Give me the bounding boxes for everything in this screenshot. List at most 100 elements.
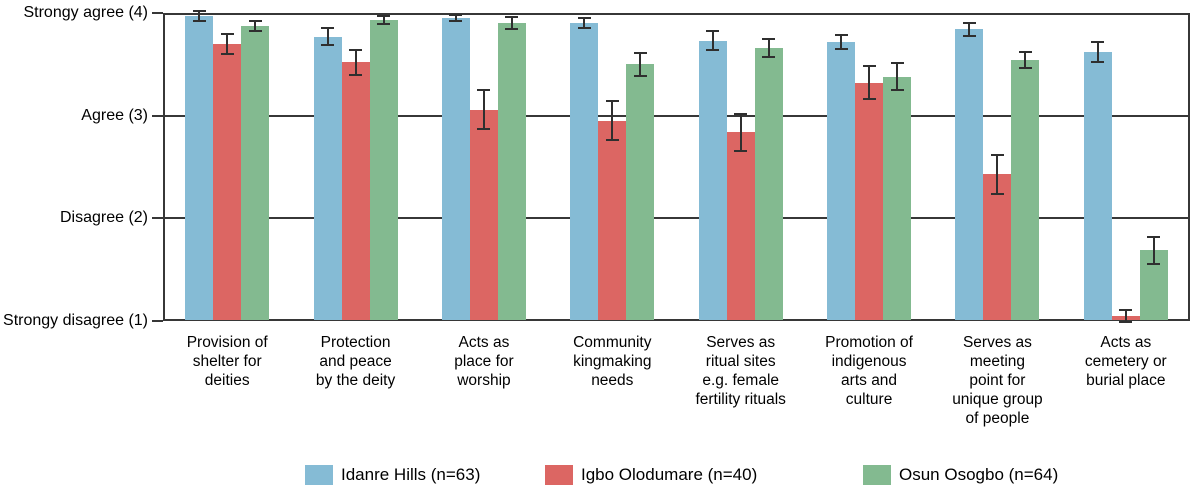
x-label-line: burial place — [1086, 372, 1166, 389]
error-bar-cap-top — [605, 100, 619, 103]
x-axis-category-label: Acts as cemetery or burial place — [1051, 333, 1200, 390]
bar-igbo-cat2 — [341, 62, 370, 320]
error-bar-line — [1152, 235, 1155, 265]
error-bar-cap-bottom — [962, 34, 976, 37]
error-bar-line — [739, 112, 742, 152]
error-bar-cap-bottom — [477, 128, 491, 131]
error-bar — [890, 62, 904, 91]
legend-swatch — [545, 465, 573, 485]
error-bar-cap-bottom — [734, 149, 748, 152]
bar-igbo-cat3 — [469, 109, 498, 320]
x-label-line: and peace — [319, 353, 392, 370]
error-bar-cap-bottom — [834, 47, 848, 50]
legend-label: Igbo Olodumare (n=40) — [581, 465, 758, 484]
error-bar-cap-top — [862, 65, 876, 68]
error-bar-cap-top — [734, 112, 748, 115]
x-axis-category-label: Protection and peace by the deity — [281, 333, 431, 390]
error-bar-cap-bottom — [577, 27, 591, 30]
error-bar-cap-bottom — [449, 20, 463, 23]
x-label-line: Protection — [320, 334, 391, 351]
y-axis-tick — [152, 114, 163, 117]
error-bar-cap-top — [192, 9, 206, 12]
error-bar-line — [868, 65, 871, 101]
x-label-line: kingmaking — [573, 353, 652, 370]
error-bar-cap-bottom — [1091, 61, 1105, 64]
x-label-line: arts and — [841, 372, 898, 389]
error-bar-line — [454, 14, 457, 23]
y-axis-tick — [152, 320, 163, 322]
error-bar-line — [968, 22, 971, 37]
bar-idanre-cat3 — [441, 18, 470, 320]
y-axis-tick — [152, 12, 163, 14]
error-bar — [734, 112, 748, 152]
error-bar-cap-bottom — [192, 20, 206, 23]
error-bar-cap-bottom — [1147, 262, 1161, 265]
error-bar-cap-bottom — [990, 192, 1004, 195]
legend-label: Osun Osogbo (n=64) — [899, 465, 1059, 484]
error-bar-line — [482, 88, 485, 131]
bar-idanre-cat6 — [827, 41, 856, 320]
error-bar-cap-bottom — [349, 73, 363, 76]
error-bar — [248, 20, 262, 33]
error-bar — [449, 14, 463, 23]
error-bar — [220, 32, 234, 56]
error-bar-cap-top — [377, 15, 391, 18]
error-bar-cap-bottom — [862, 98, 876, 101]
error-bar-cap-top — [248, 20, 262, 23]
error-bar — [577, 17, 591, 30]
x-label-line: e.g. female — [702, 372, 780, 389]
error-bar — [962, 22, 976, 37]
error-bar-line — [996, 153, 999, 195]
error-bar — [477, 88, 491, 131]
x-axis-category-label: Acts as place for worship — [409, 333, 559, 390]
error-bar-line — [1024, 50, 1027, 70]
error-bar-line — [254, 20, 257, 33]
bar-idanre-cat2 — [313, 36, 342, 320]
y-axis-tick-label: Strongy disagree (1) — [3, 312, 148, 329]
x-label-line: Community — [573, 334, 652, 351]
error-bar — [1147, 235, 1161, 265]
error-bar-cap-top — [321, 27, 335, 30]
error-bar — [862, 65, 876, 101]
x-axis-category-label: Provision of shelter for deities — [152, 333, 302, 390]
error-bar-line — [382, 15, 385, 26]
bar-idanre-cat1 — [185, 16, 214, 320]
x-axis-category-label: Promotion of indigenous arts and culture — [794, 333, 944, 409]
error-bar — [834, 33, 848, 50]
error-bar — [633, 52, 647, 77]
error-bar-line — [1096, 40, 1099, 64]
error-bar-cap-bottom — [890, 89, 904, 91]
error-bar-cap-top — [1147, 235, 1161, 238]
legend-label: Idanre Hills (n=63) — [341, 465, 481, 484]
x-label-line: ritual sites — [705, 353, 776, 370]
bar-osun-cat4 — [626, 64, 655, 320]
error-bar — [377, 15, 391, 26]
y-axis-tick-label: Agree (3) — [81, 106, 148, 124]
error-bar-line — [510, 16, 513, 31]
x-label-line: meeting — [969, 353, 1026, 370]
x-label-line: unique group — [952, 391, 1043, 408]
error-bar-cap-top — [962, 22, 976, 25]
error-bar-cap-top — [220, 32, 234, 35]
bar-igbo-cat1 — [213, 43, 242, 320]
bar-igbo-cat6 — [855, 82, 884, 320]
error-bar-line — [1124, 308, 1127, 324]
bar-idanre-cat5 — [698, 40, 727, 320]
bar-osun-cat6 — [883, 76, 912, 320]
error-bar-cap-bottom — [1119, 321, 1133, 324]
y-axis-tick-label: Strongy agree (4) — [23, 4, 148, 21]
error-bar-line — [767, 37, 770, 59]
bar-osun-cat2 — [369, 20, 398, 320]
bar-igbo-cat4 — [598, 120, 627, 320]
error-bar-cap-top — [577, 17, 591, 20]
error-bar-cap-bottom — [706, 48, 720, 51]
legend-swatch — [305, 465, 333, 485]
x-label-line: worship — [457, 372, 511, 389]
x-label-line: Acts as — [1100, 334, 1152, 351]
bar-osun-cat5 — [754, 47, 783, 320]
error-bar-line — [639, 52, 642, 77]
error-bar-cap-top — [890, 62, 904, 65]
bar-igbo-cat5 — [726, 132, 755, 320]
error-bar-line — [326, 27, 329, 46]
error-bar — [505, 16, 519, 31]
